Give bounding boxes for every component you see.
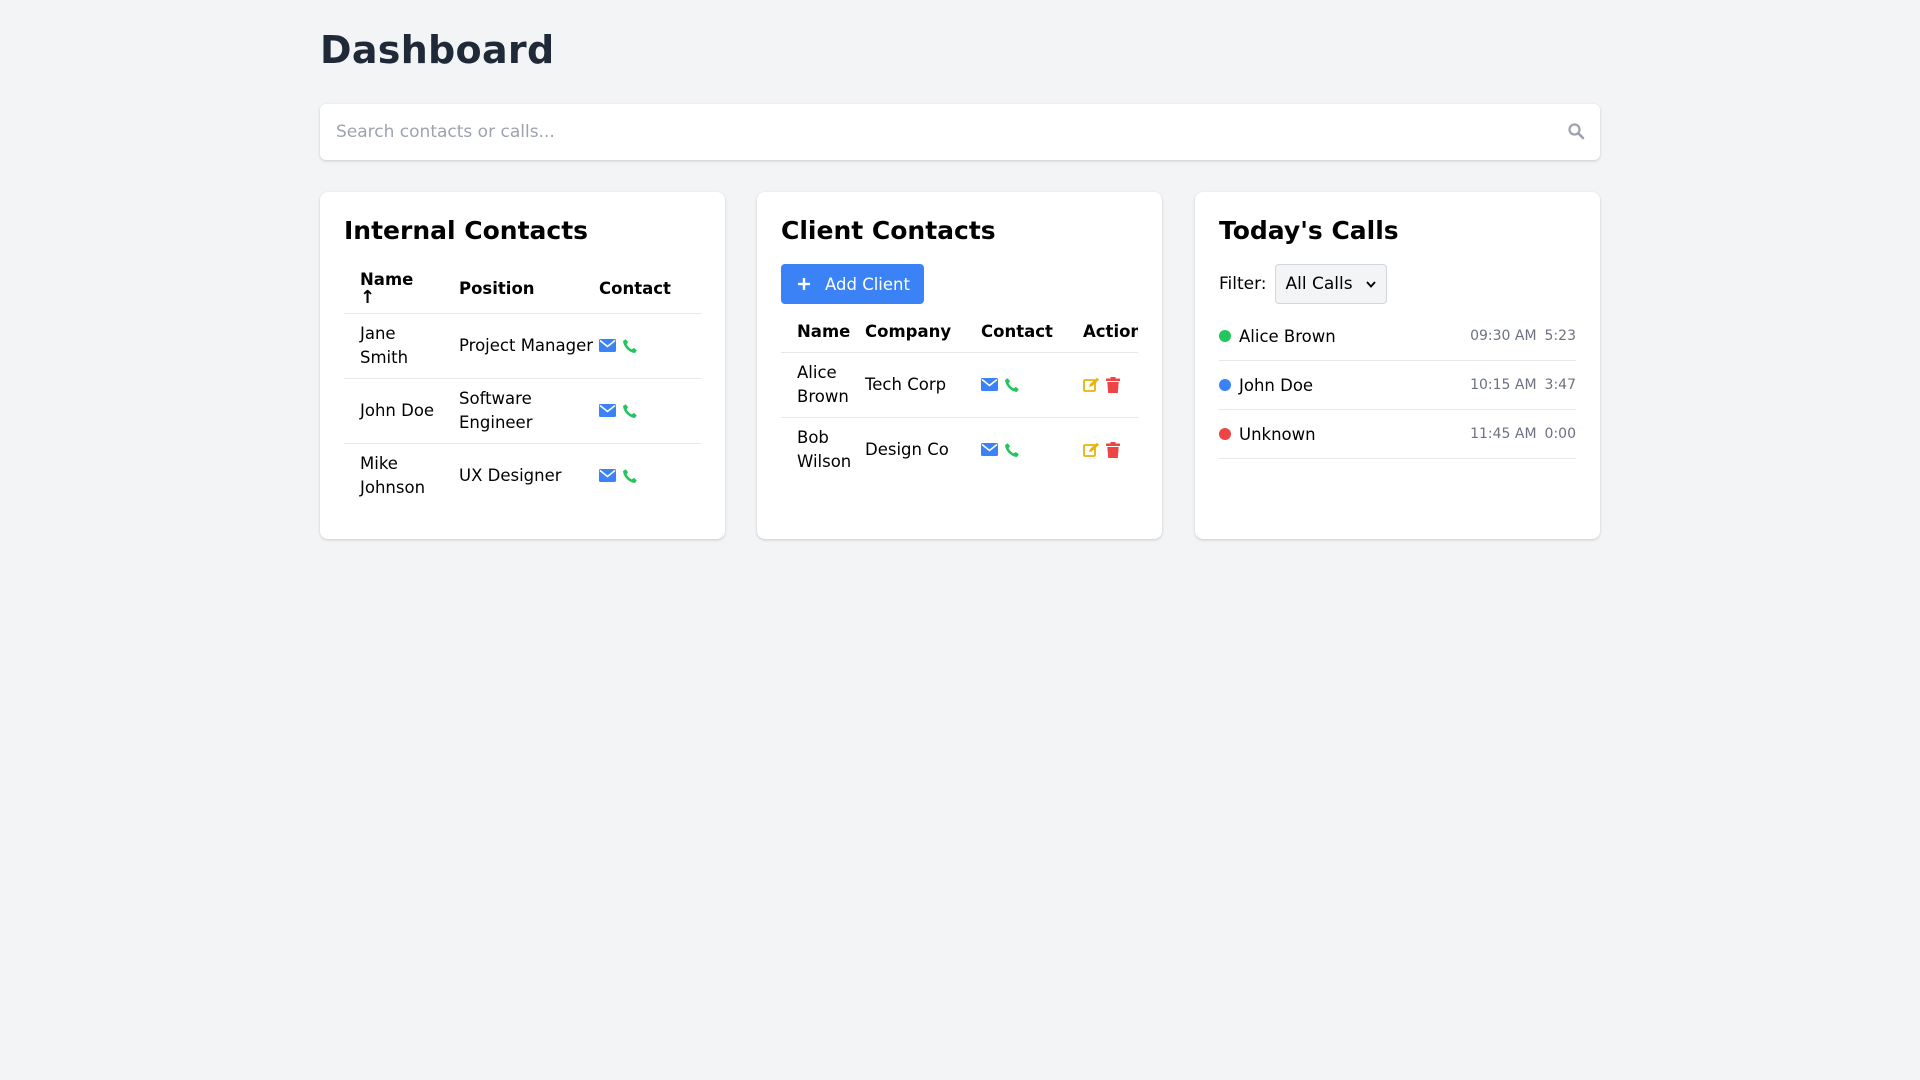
call-time: 10:15 AM bbox=[1470, 377, 1537, 393]
trash-icon[interactable] bbox=[1106, 441, 1120, 458]
internal-contacts-table: Name ↑ Position Contact Jane Smith Proje… bbox=[344, 264, 701, 508]
client-contacts-table: Name Company Contact Actions Alice Brown… bbox=[781, 312, 1138, 482]
call-time: 09:30 AM bbox=[1470, 328, 1537, 344]
column-header-name-label: Name bbox=[360, 270, 414, 290]
call-duration: 3:47 bbox=[1544, 377, 1576, 393]
call-filter: Filter: All Calls bbox=[1219, 264, 1387, 304]
column-header-contact: Contact bbox=[981, 322, 1053, 342]
search-box[interactable] bbox=[320, 104, 1600, 160]
phone-icon[interactable] bbox=[622, 468, 638, 484]
table-row: Bob Wilson Design Co bbox=[781, 416, 1138, 482]
client-company: Tech Corp bbox=[865, 351, 981, 417]
call-duration: 0:00 bbox=[1544, 426, 1576, 442]
phone-icon[interactable] bbox=[622, 403, 638, 419]
contact-position: Software Engineer bbox=[459, 377, 599, 443]
client-contacts-card: Client Contacts Add Client Name Company … bbox=[757, 192, 1162, 539]
caller-name: John Doe bbox=[1239, 375, 1314, 395]
client-name: Alice Brown bbox=[781, 351, 865, 417]
search-icon[interactable] bbox=[1567, 122, 1585, 140]
table-row: Mike Johnson UX Designer bbox=[344, 442, 701, 508]
internal-contacts-title: Internal Contacts bbox=[344, 216, 589, 245]
contact-name: Jane Smith bbox=[344, 312, 459, 378]
page-title: Dashboard bbox=[320, 28, 555, 72]
column-header-company: Company bbox=[865, 322, 952, 342]
column-header-name: Name bbox=[797, 322, 851, 342]
column-header-position: Position bbox=[459, 278, 535, 298]
client-name: Bob Wilson bbox=[781, 416, 865, 482]
trash-icon[interactable] bbox=[1106, 376, 1120, 393]
envelope-icon[interactable] bbox=[981, 443, 998, 457]
contact-name: Mike Johnson bbox=[344, 442, 459, 508]
call-time: 11:45 AM bbox=[1470, 426, 1537, 442]
edit-icon[interactable] bbox=[1083, 442, 1100, 458]
edit-icon[interactable] bbox=[1083, 377, 1100, 393]
phone-icon[interactable] bbox=[1004, 377, 1020, 393]
arrow-up-icon[interactable]: ↑ bbox=[360, 287, 376, 309]
column-header-contact: Contact bbox=[599, 278, 671, 298]
caller-name: Alice Brown bbox=[1239, 326, 1336, 346]
todays-calls-card: Today's Calls Filter: All Calls Alice Br… bbox=[1195, 192, 1600, 539]
table-row: John Doe Software Engineer bbox=[344, 377, 701, 443]
status-dot bbox=[1219, 379, 1231, 391]
plus-icon bbox=[798, 278, 810, 290]
client-company: Design Co bbox=[865, 416, 981, 482]
call-item[interactable]: Unknown 11:45 AM 0:00 bbox=[1219, 410, 1576, 459]
envelope-icon[interactable] bbox=[599, 339, 616, 352]
call-duration: 5:23 bbox=[1544, 328, 1576, 344]
contact-position: Project Manager bbox=[459, 312, 599, 378]
search-input[interactable] bbox=[320, 104, 1600, 160]
todays-calls-title: Today's Calls bbox=[1219, 216, 1399, 245]
phone-icon[interactable] bbox=[1004, 442, 1020, 458]
contact-name: John Doe bbox=[344, 377, 459, 443]
column-header-name[interactable]: Name ↑ bbox=[344, 264, 459, 313]
column-header-actions: Actions bbox=[1083, 322, 1138, 342]
envelope-icon[interactable] bbox=[599, 404, 616, 417]
contact-position: UX Designer bbox=[459, 442, 599, 508]
filter-select-value: All Calls bbox=[1285, 274, 1353, 294]
add-client-button[interactable]: Add Client bbox=[781, 264, 924, 304]
table-row: Jane Smith Project Manager bbox=[344, 312, 701, 378]
envelope-icon[interactable] bbox=[981, 378, 998, 391]
table-row: Alice Brown Tech Corp bbox=[781, 351, 1138, 417]
status-dot bbox=[1219, 428, 1231, 440]
call-item[interactable]: John Doe 10:15 AM 3:47 bbox=[1219, 361, 1576, 410]
call-list: Alice Brown 09:30 AM 5:23 John Doe 10:15… bbox=[1219, 312, 1576, 459]
caller-name: Unknown bbox=[1239, 424, 1316, 444]
phone-icon[interactable] bbox=[622, 338, 638, 354]
filter-select[interactable]: All Calls bbox=[1274, 264, 1387, 304]
chevron-down-icon bbox=[1365, 280, 1376, 288]
internal-contacts-card: Internal Contacts Name ↑ Position Contac… bbox=[320, 192, 725, 539]
client-table-viewport[interactable]: Name Company Contact Actions Alice Brown… bbox=[781, 312, 1138, 532]
call-item[interactable]: Alice Brown 09:30 AM 5:23 bbox=[1219, 312, 1576, 361]
add-client-label: Add Client bbox=[825, 274, 910, 294]
filter-label: Filter: bbox=[1219, 274, 1267, 294]
envelope-icon[interactable] bbox=[599, 469, 616, 483]
client-contacts-title: Client Contacts bbox=[781, 216, 996, 245]
status-dot bbox=[1219, 330, 1231, 342]
